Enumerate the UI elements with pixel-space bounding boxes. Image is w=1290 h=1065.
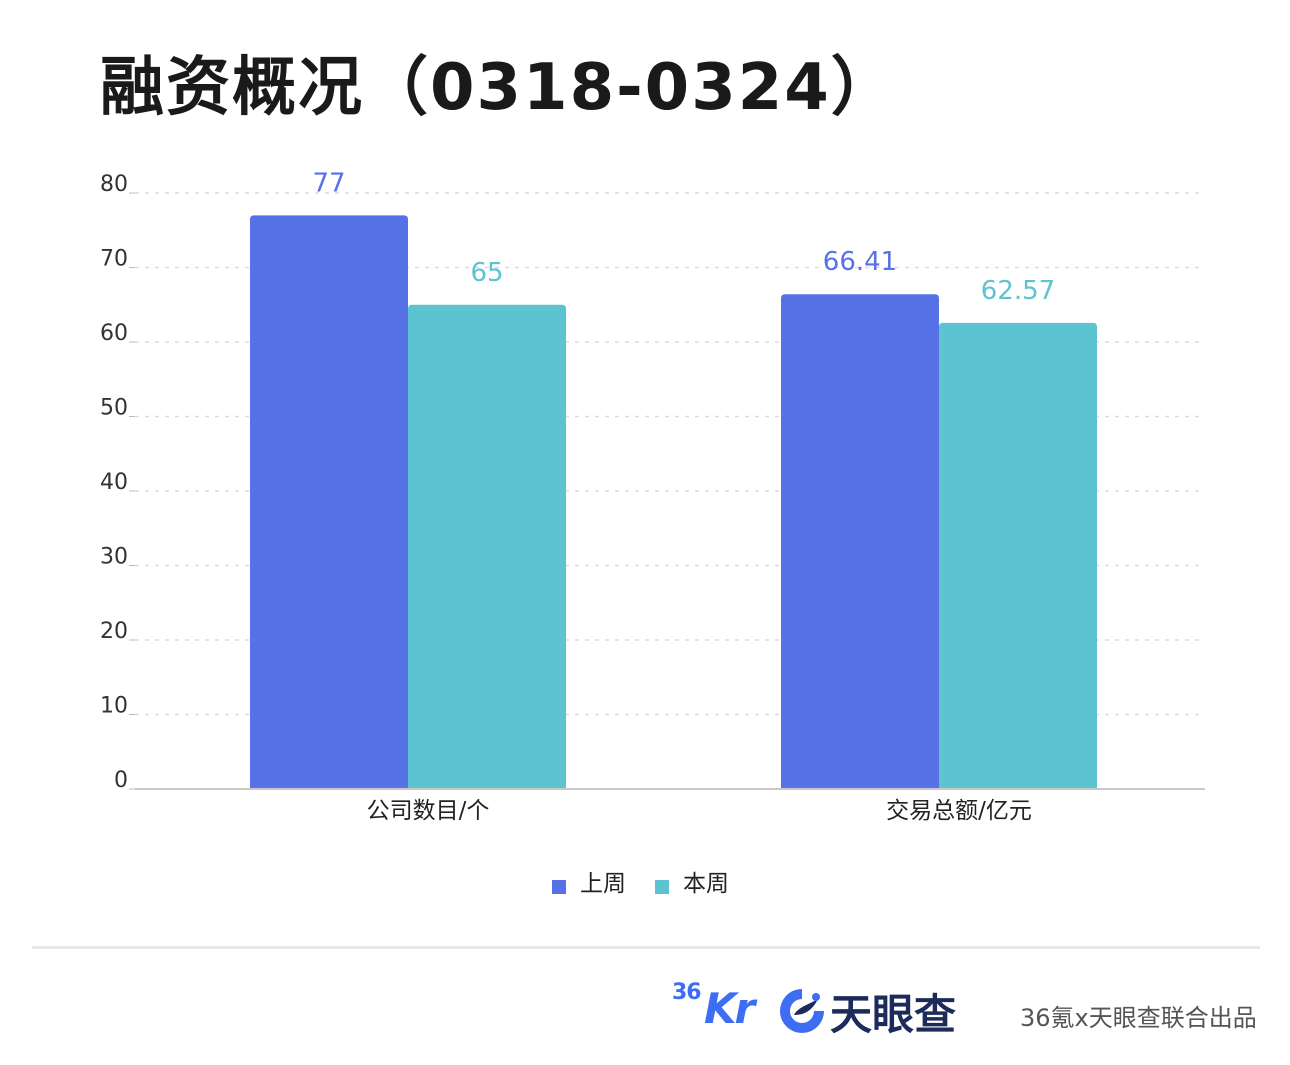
bar [781, 294, 939, 789]
y-tick-label: 30 [100, 545, 128, 570]
data-label: 77 [312, 168, 345, 198]
x-tick-label: 公司数目/个 [367, 798, 490, 824]
legend-swatch [655, 880, 669, 894]
y-tick-label: 20 [100, 619, 128, 644]
y-tick-label: 0 [114, 768, 128, 793]
data-label: 66.41 [823, 247, 897, 277]
tianyancha-swirl-icon [780, 989, 824, 1033]
bar [250, 215, 408, 790]
data-label: 62.57 [981, 276, 1055, 306]
footer-divider [32, 946, 1260, 949]
tianyancha-logo: 天眼查 [776, 985, 956, 1039]
36kr-logo: 36 Kr [672, 980, 762, 1036]
bar [408, 304, 566, 789]
y-tick-label: 60 [100, 321, 128, 346]
credit-text: 36氪x天眼查联合出品 [1020, 1004, 1257, 1032]
tianyancha-logo-text: 天眼查 [830, 989, 957, 1039]
bar [939, 322, 1097, 789]
legend-label: 本周 [683, 871, 729, 897]
36kr-logo-sup: 36 [672, 980, 702, 1005]
y-tick-label: 80 [100, 172, 128, 197]
36kr-logo-main: Kr [704, 984, 755, 1033]
data-label: 65 [470, 258, 503, 288]
x-tick-label: 交易总额/亿元 [886, 798, 1032, 824]
bar-chart: 0 10 20 30 40 50 60 70 80 77 66.41 65 62.57 公司数目/个 交易总… [100, 168, 1205, 897]
y-tick-label: 40 [100, 470, 128, 495]
legend-label: 上周 [580, 871, 626, 897]
y-tick-label: 10 [100, 694, 128, 719]
y-tick-label: 70 [100, 247, 128, 272]
chart-title: 融资概况（0318-0324） [100, 51, 897, 125]
y-tick-label: 50 [100, 396, 128, 421]
legend-swatch [552, 880, 566, 894]
